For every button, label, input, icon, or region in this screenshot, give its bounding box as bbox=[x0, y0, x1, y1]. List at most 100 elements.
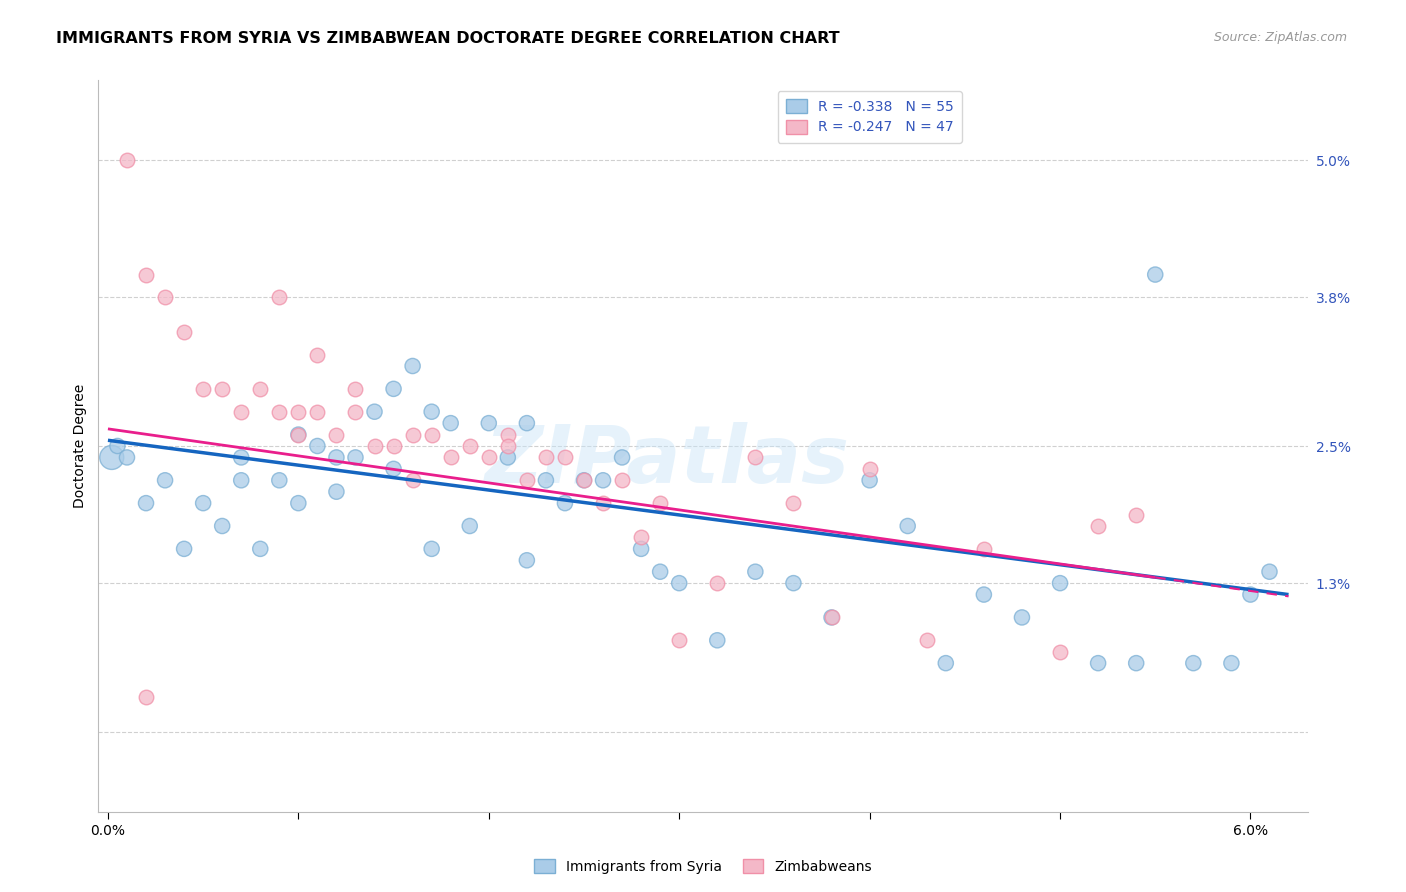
Point bbox=[534, 450, 557, 465]
Point bbox=[1125, 508, 1147, 522]
Point bbox=[191, 496, 214, 510]
Point bbox=[572, 473, 595, 487]
Point bbox=[478, 450, 501, 465]
Point bbox=[211, 519, 233, 533]
Point bbox=[287, 427, 309, 442]
Legend: Immigrants from Syria, Zimbabweans: Immigrants from Syria, Zimbabweans bbox=[527, 852, 879, 880]
Point bbox=[534, 473, 557, 487]
Point bbox=[496, 439, 519, 453]
Point bbox=[706, 633, 728, 648]
Point bbox=[135, 268, 157, 282]
Point bbox=[440, 416, 463, 430]
Point bbox=[668, 633, 690, 648]
Point bbox=[744, 450, 766, 465]
Point bbox=[401, 473, 423, 487]
Point bbox=[1087, 519, 1109, 533]
Point bbox=[496, 427, 519, 442]
Point bbox=[1087, 656, 1109, 670]
Point bbox=[325, 450, 347, 465]
Point bbox=[173, 325, 195, 339]
Point bbox=[135, 496, 157, 510]
Point bbox=[344, 382, 367, 396]
Point bbox=[935, 656, 957, 670]
Point bbox=[382, 439, 405, 453]
Point bbox=[382, 462, 405, 476]
Point bbox=[401, 427, 423, 442]
Point bbox=[307, 405, 329, 419]
Point bbox=[153, 473, 176, 487]
Point bbox=[153, 290, 176, 304]
Point bbox=[231, 405, 253, 419]
Point bbox=[1220, 656, 1243, 670]
Point bbox=[287, 496, 309, 510]
Point bbox=[1258, 565, 1281, 579]
Point bbox=[820, 610, 842, 624]
Point bbox=[706, 576, 728, 591]
Point bbox=[782, 576, 804, 591]
Point bbox=[115, 450, 138, 465]
Point bbox=[610, 450, 633, 465]
Point bbox=[554, 496, 576, 510]
Point bbox=[287, 427, 309, 442]
Point bbox=[307, 348, 329, 362]
Point bbox=[973, 541, 995, 556]
Point bbox=[782, 496, 804, 510]
Point bbox=[554, 450, 576, 465]
Point bbox=[173, 541, 195, 556]
Point bbox=[382, 382, 405, 396]
Point bbox=[572, 473, 595, 487]
Point bbox=[820, 610, 842, 624]
Point bbox=[1182, 656, 1205, 670]
Point bbox=[135, 690, 157, 705]
Point bbox=[630, 541, 652, 556]
Point bbox=[231, 450, 253, 465]
Point bbox=[1144, 268, 1167, 282]
Point bbox=[191, 382, 214, 396]
Point bbox=[897, 519, 920, 533]
Point bbox=[269, 473, 291, 487]
Point bbox=[859, 473, 882, 487]
Point bbox=[211, 382, 233, 396]
Point bbox=[287, 405, 309, 419]
Point bbox=[344, 450, 367, 465]
Text: IMMIGRANTS FROM SYRIA VS ZIMBABWEAN DOCTORATE DEGREE CORRELATION CHART: IMMIGRANTS FROM SYRIA VS ZIMBABWEAN DOCT… bbox=[56, 31, 839, 46]
Point bbox=[325, 427, 347, 442]
Point bbox=[363, 405, 385, 419]
Legend: R = -0.338   N = 55, R = -0.247   N = 47: R = -0.338 N = 55, R = -0.247 N = 47 bbox=[778, 91, 962, 143]
Point bbox=[325, 484, 347, 499]
Point bbox=[458, 519, 481, 533]
Y-axis label: Doctorate Degree: Doctorate Degree bbox=[73, 384, 87, 508]
Point bbox=[249, 541, 271, 556]
Point bbox=[592, 473, 614, 487]
Point bbox=[440, 450, 463, 465]
Point bbox=[269, 405, 291, 419]
Text: Source: ZipAtlas.com: Source: ZipAtlas.com bbox=[1213, 31, 1347, 45]
Point bbox=[363, 439, 385, 453]
Point bbox=[231, 473, 253, 487]
Point bbox=[115, 153, 138, 168]
Point bbox=[1125, 656, 1147, 670]
Point bbox=[630, 530, 652, 544]
Point bbox=[107, 439, 129, 453]
Point bbox=[420, 427, 443, 442]
Point bbox=[1049, 645, 1071, 659]
Point bbox=[1011, 610, 1033, 624]
Point bbox=[650, 496, 672, 510]
Point bbox=[420, 541, 443, 556]
Point bbox=[516, 416, 538, 430]
Point bbox=[915, 633, 938, 648]
Point bbox=[100, 450, 122, 465]
Point bbox=[650, 565, 672, 579]
Text: ZIPatlas: ZIPatlas bbox=[484, 422, 849, 500]
Point bbox=[516, 473, 538, 487]
Point bbox=[516, 553, 538, 567]
Point bbox=[420, 405, 443, 419]
Point bbox=[744, 565, 766, 579]
Point bbox=[668, 576, 690, 591]
Point bbox=[401, 359, 423, 373]
Point bbox=[269, 290, 291, 304]
Point bbox=[249, 382, 271, 396]
Point bbox=[344, 405, 367, 419]
Point bbox=[307, 439, 329, 453]
Point bbox=[496, 450, 519, 465]
